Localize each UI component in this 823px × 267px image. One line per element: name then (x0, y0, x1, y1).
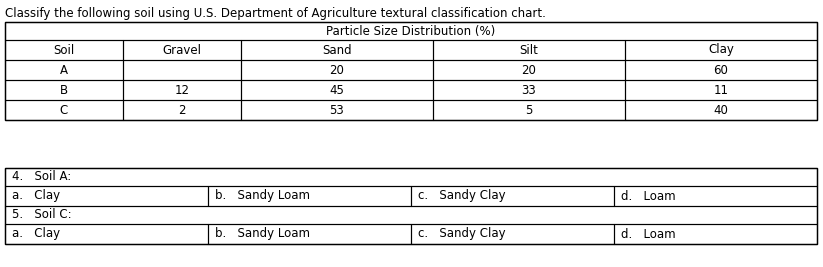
Text: b.   Sandy Loam: b. Sandy Loam (215, 227, 310, 241)
Bar (5, 168, 817, 186)
Text: Classify the following soil using U.S. Department of Agriculture textural classi: Classify the following soil using U.S. D… (5, 7, 546, 20)
Text: 33: 33 (522, 84, 537, 96)
Bar (241, 60, 433, 80)
Bar (433, 60, 625, 80)
Text: c.   Sandy Clay: c. Sandy Clay (418, 190, 505, 202)
Text: 4.   Soil A:: 4. Soil A: (12, 171, 72, 183)
Text: C: C (60, 104, 68, 116)
Bar (411, 186, 614, 206)
Bar (433, 80, 625, 100)
Bar (241, 40, 433, 60)
Bar (123, 60, 241, 80)
Text: d.   Loam: d. Loam (621, 227, 676, 241)
Bar (5, 40, 123, 60)
Text: Soil: Soil (53, 44, 75, 57)
Bar (208, 224, 411, 244)
Bar (241, 100, 433, 120)
Text: 53: 53 (330, 104, 344, 116)
Text: Gravel: Gravel (162, 44, 202, 57)
Text: 12: 12 (174, 84, 189, 96)
Text: Particle Size Distribution (%): Particle Size Distribution (%) (327, 25, 495, 37)
Text: Sand: Sand (322, 44, 351, 57)
Bar (5, 22, 817, 40)
Bar (5, 186, 208, 206)
Text: a.   Clay: a. Clay (12, 190, 60, 202)
Bar (411, 224, 614, 244)
Bar (625, 40, 817, 60)
Text: 11: 11 (714, 84, 728, 96)
Bar (614, 224, 817, 244)
Bar (614, 186, 817, 206)
Bar (625, 60, 817, 80)
Bar (433, 100, 625, 120)
Bar (5, 60, 123, 80)
Bar (625, 100, 817, 120)
Text: 40: 40 (714, 104, 728, 116)
Bar (433, 40, 625, 60)
Text: Silt: Silt (519, 44, 538, 57)
Bar (5, 168, 817, 244)
Text: 20: 20 (522, 64, 537, 77)
Text: 2: 2 (179, 104, 186, 116)
Bar (5, 206, 817, 224)
Text: 20: 20 (329, 64, 345, 77)
Bar (5, 80, 123, 100)
Text: 5: 5 (525, 104, 532, 116)
Bar (123, 40, 241, 60)
Text: 5.   Soil C:: 5. Soil C: (12, 209, 72, 222)
Bar (208, 186, 411, 206)
Text: 45: 45 (329, 84, 345, 96)
Text: 60: 60 (714, 64, 728, 77)
Bar (241, 80, 433, 100)
Text: A: A (60, 64, 68, 77)
Bar (123, 80, 241, 100)
Text: B: B (60, 84, 68, 96)
Bar (5, 100, 123, 120)
Text: d.   Loam: d. Loam (621, 190, 676, 202)
Bar (5, 22, 817, 120)
Text: b.   Sandy Loam: b. Sandy Loam (215, 190, 310, 202)
Text: c.   Sandy Clay: c. Sandy Clay (418, 227, 505, 241)
Bar (5, 224, 208, 244)
Text: a.   Clay: a. Clay (12, 227, 60, 241)
Text: Clay: Clay (708, 44, 734, 57)
Bar (625, 80, 817, 100)
Bar (123, 100, 241, 120)
